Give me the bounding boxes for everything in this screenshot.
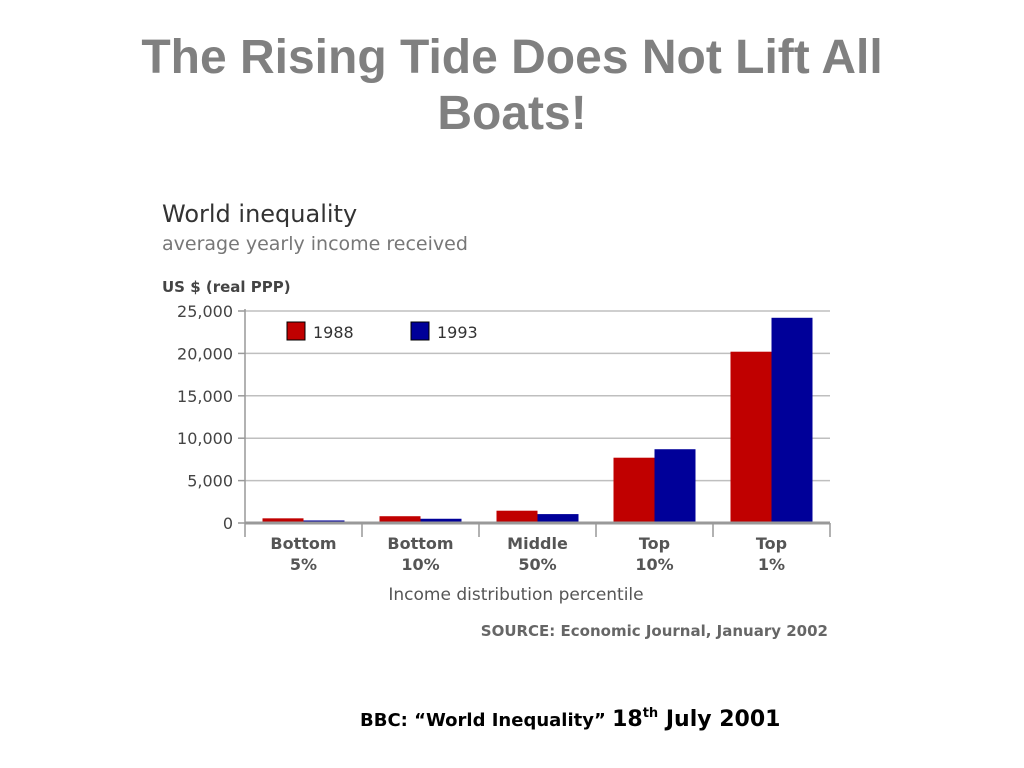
x-tick-label: 1%: [758, 555, 785, 574]
citation-date: 18th July 2001: [612, 706, 781, 732]
x-tick-label: Top: [756, 534, 787, 553]
y-tick-label: 15,000: [177, 387, 233, 406]
x-axis-label: Income distribution percentile: [388, 585, 643, 605]
source-citation: BBC: “World Inequality” 18th July 2001: [360, 706, 780, 732]
citation-day: 18: [612, 707, 643, 732]
x-tick-label: 5%: [290, 555, 317, 574]
x-tick-label: Bottom: [387, 534, 453, 553]
bars: [262, 317, 813, 523]
y-tick-label: 20,000: [177, 344, 233, 363]
legend-swatch-1988: [286, 321, 306, 341]
x-tick-label: Middle: [507, 534, 568, 553]
citation-source: BBC: “World Inequality”: [360, 710, 606, 731]
citation-day-suffix: th: [642, 706, 659, 721]
y-tick-label: 0: [223, 514, 233, 533]
x-tick-label: Top: [639, 534, 670, 553]
bar-1993-3: [654, 449, 696, 523]
chart-source: SOURCE: Economic Journal, January 2002: [481, 622, 828, 640]
legend-label-1988: 1988: [313, 323, 354, 342]
bar-1993-2: [537, 514, 579, 523]
y-tick-label: 5,000: [187, 472, 233, 491]
x-tick-label: 10%: [635, 555, 673, 574]
x-axis: [244, 309, 830, 525]
citation-month-year: July 2001: [665, 707, 781, 732]
legend-label-1993: 1993: [437, 323, 478, 342]
y-axis-ticks: 0 5,000 10,000 15,000 20,000 25,000: [177, 302, 245, 533]
x-tick-label: 50%: [518, 555, 556, 574]
chart-subtitle: average yearly income received: [162, 233, 468, 255]
x-tick-label: 10%: [401, 555, 439, 574]
world-inequality-chart: World inequality average yearly income r…: [162, 200, 831, 640]
bar-1988-0: [262, 518, 304, 523]
chart-title: World inequality: [162, 200, 357, 228]
y-tick-label: 10,000: [177, 429, 233, 448]
legend: 1988 1993: [286, 321, 478, 342]
y-axis-label: US $ (real PPP): [162, 278, 291, 296]
bar-1988-3: [613, 457, 655, 523]
bar-1988-1: [379, 516, 421, 523]
bar-1988-2: [496, 510, 538, 523]
x-tick-label: Bottom: [270, 534, 336, 553]
bar-1993-1: [420, 518, 462, 523]
legend-swatch-1993: [410, 321, 430, 341]
bar-1993-4: [771, 317, 813, 523]
x-axis-ticks: Bottom 5% Bottom 10% Middle 50% Top 10% Top 1%: [244, 523, 831, 574]
y-tick-label: 25,000: [177, 302, 233, 321]
slide-title: The Rising Tide Does Not Lift All Boats!: [141, 31, 883, 140]
bar-1988-4: [730, 351, 772, 523]
